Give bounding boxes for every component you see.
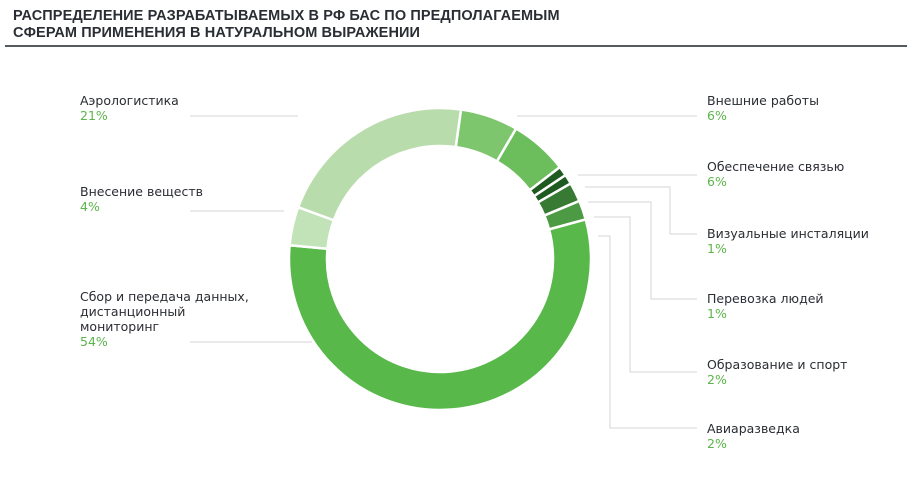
donut-segment: [287, 217, 593, 412]
label-percent: 6%: [707, 108, 727, 123]
label-percent: 4%: [80, 199, 100, 214]
leader-line-obrazovanie: [594, 216, 697, 373]
label-percent: 1%: [707, 306, 727, 321]
label-vneshnie: Внешние работы 6%: [707, 93, 819, 123]
label-name: дистанционный: [80, 304, 186, 319]
label-percent: 1%: [707, 241, 727, 256]
leader-line-aviarazvedka: [598, 235, 697, 429]
label-aviarazvedka: Авиаразведка 2%: [707, 421, 800, 451]
label-name: Обеспечение связью: [707, 159, 845, 174]
label-name: Перевозка людей: [707, 291, 824, 306]
label-name: Образование и спорт: [707, 357, 848, 372]
title-divider: [5, 45, 907, 47]
leader-line-perevozka: [588, 201, 697, 300]
label-name: Сбор и передача данных,: [80, 289, 249, 304]
label-vnesenie: Внесение веществ 4%: [80, 184, 203, 214]
donut-segments: [287, 106, 593, 412]
chart-title-line1: РАСПРЕДЕЛЕНИЕ РАЗРАБАТЫВАЕМЫХ В РФ БАС П…: [13, 8, 560, 24]
label-name: Авиаразведка: [707, 421, 800, 436]
label-name: Визуальные инсталяции: [707, 226, 869, 241]
chart-title-line2: СФЕРАМ ПРИМЕНЕНИЯ В НАТУРАЛЬНОМ ВЫРАЖЕНИ…: [13, 25, 421, 41]
leader-lines: [190, 115, 697, 429]
label-perevozka: Перевозка людей 1%: [707, 291, 824, 321]
label-aero: Аэрологистика 21%: [80, 93, 179, 123]
label-vizual: Визуальные инсталяции 1%: [707, 226, 869, 256]
donut-segment: [296, 106, 463, 222]
label-name: Внешние работы: [707, 93, 819, 108]
label-percent: 6%: [707, 174, 727, 189]
label-name: Аэрологистика: [80, 93, 179, 108]
label-sbor: Сбор и передача данных, дистанционный мо…: [80, 289, 249, 349]
label-percent: 2%: [707, 436, 727, 451]
label-svyaz: Обеспечение связью 6%: [707, 159, 844, 189]
label-name: мониторинг: [80, 319, 160, 334]
chart-title: РАСПРЕДЕЛЕНИЕ РАЗРАБАТЫВАЕМЫХ В РФ БАС П…: [13, 8, 560, 42]
label-name: Внесение веществ: [80, 184, 204, 199]
label-obrazovanie: Образование и спорт 2%: [707, 357, 847, 387]
leader-line-vizual: [585, 186, 697, 235]
label-percent: 54%: [80, 334, 108, 349]
label-percent: 2%: [707, 372, 727, 387]
label-percent: 21%: [80, 108, 108, 123]
